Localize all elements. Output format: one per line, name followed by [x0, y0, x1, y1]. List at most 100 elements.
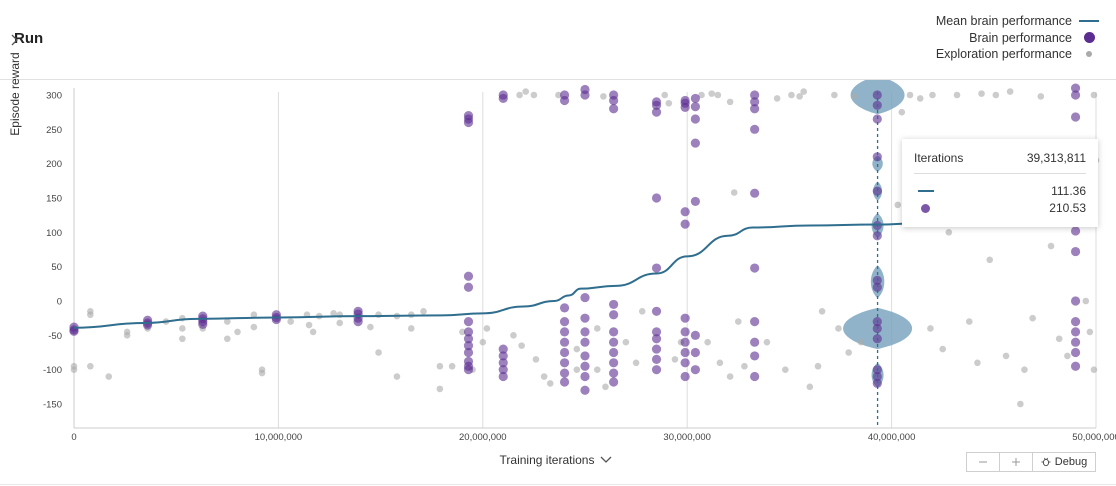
brain-point [498, 358, 508, 368]
x-tick-label: 40,000,000 [868, 432, 916, 443]
exploration-point [704, 338, 711, 346]
legend-label: Exploration performance [935, 47, 1072, 62]
exploration-point [393, 373, 401, 380]
exploration-point [622, 338, 630, 346]
brain-point [651, 306, 662, 316]
exploration-point [522, 88, 530, 95]
scatter-chart[interactable]: 300 250 200 150 100 50 0 -50 -100 -150 0 10,000,00… [0, 80, 1116, 452]
brain-point [750, 337, 760, 347]
exploration-point [250, 323, 258, 331]
exploration-point [708, 90, 716, 97]
exploration-point [632, 359, 640, 367]
legend-item-mean[interactable]: Mean brain performance [936, 13, 1100, 30]
legend-item-exploration[interactable]: Exploration performance [936, 46, 1100, 63]
brain-point [1070, 347, 1081, 358]
exploration-point [730, 189, 738, 196]
brain-point [463, 271, 474, 281]
exploration-point [540, 373, 548, 380]
mean-line [73, 215, 1097, 329]
brain-point [1070, 90, 1081, 100]
exploration-point [459, 328, 466, 336]
y-tick-label: 50 [51, 262, 62, 273]
brain-point [580, 327, 590, 337]
x-axis: 0 10,000,000 20,000,000 30,000,000 40,000,00… [71, 427, 1116, 443]
exploration-point [448, 362, 456, 370]
brain-point [609, 327, 619, 337]
exploration-point [741, 362, 748, 370]
brain-point [651, 193, 662, 203]
tooltip-mean-value: 111.36 [1051, 184, 1086, 198]
y-tick-label: 250 [46, 125, 62, 136]
brain-point [690, 347, 700, 358]
exploration-point [845, 349, 852, 356]
brain-point [651, 365, 662, 375]
x-axis-title[interactable]: Training iterations [486, 453, 626, 467]
exploration-point [518, 342, 525, 349]
brain-point [580, 385, 590, 395]
exploration-point [992, 91, 1000, 99]
exploration-point [436, 385, 444, 393]
exploration-point [179, 325, 186, 332]
exploration-point [818, 308, 826, 315]
brain-point [353, 317, 363, 327]
exploration-point [945, 229, 953, 236]
brain-point [690, 114, 700, 124]
exploration-point [714, 91, 722, 99]
brain-point [580, 292, 590, 303]
brain-point [463, 347, 474, 358]
page-title: Run [14, 30, 44, 47]
brain-point [1070, 112, 1081, 122]
brain-point [559, 317, 570, 327]
exploration-point [87, 362, 94, 370]
x-tick-label: 20,000,000 [459, 432, 507, 443]
brain-point [680, 207, 690, 217]
brain-point [750, 317, 760, 327]
brain-point [690, 102, 700, 112]
exploration-point [602, 383, 609, 391]
brain-point [680, 358, 690, 368]
tooltip-header: Iterations 39,313,811 [914, 151, 1086, 174]
exploration-point [726, 98, 734, 106]
exploration-point [179, 335, 186, 343]
legend-label: Brain performance [969, 30, 1072, 45]
brain-point [609, 90, 619, 100]
legend-item-brain[interactable]: Brain performance [936, 30, 1100, 47]
exploration-point [234, 328, 241, 336]
zoom-out-button[interactable] [966, 452, 1000, 472]
brain-point [680, 371, 690, 382]
brain-point [1070, 361, 1081, 371]
chart-header: Run Mean brain performance Brain perform… [0, 0, 1116, 80]
exploration-point [224, 318, 231, 325]
exploration-point [600, 93, 607, 100]
brain-point [750, 90, 760, 100]
exploration-point [661, 91, 669, 99]
brain-point [651, 354, 662, 364]
y-tick-label: -150 [43, 400, 62, 411]
brain-point [1070, 246, 1081, 257]
y-axis-title[interactable]: Episode reward [7, 0, 23, 185]
brain-point [680, 219, 690, 229]
exploration-point [974, 359, 981, 367]
brain-point [498, 365, 508, 375]
exploration-point [671, 356, 679, 363]
brain-point [872, 282, 882, 292]
brain-point [750, 371, 760, 382]
exploration-point [483, 325, 491, 332]
exploration-point [1055, 335, 1063, 343]
brain-point [680, 327, 690, 337]
brain-point [463, 365, 474, 375]
y-tick-label: 300 [46, 91, 62, 102]
exploration-point [1017, 400, 1024, 408]
small-dot-swatch-icon [1078, 51, 1100, 58]
brain-point [463, 327, 474, 337]
brain-point [142, 320, 153, 330]
debug-button[interactable]: Debug [1032, 452, 1096, 472]
tooltip-header-value: 39,313,811 [1026, 151, 1086, 165]
zoom-in-button[interactable] [1000, 452, 1033, 472]
brain-point [750, 351, 760, 361]
brain-point [690, 196, 700, 207]
exploration-point [716, 359, 724, 367]
exploration-point [894, 201, 902, 209]
exploration-point [330, 310, 337, 317]
exploration-point [309, 328, 317, 336]
